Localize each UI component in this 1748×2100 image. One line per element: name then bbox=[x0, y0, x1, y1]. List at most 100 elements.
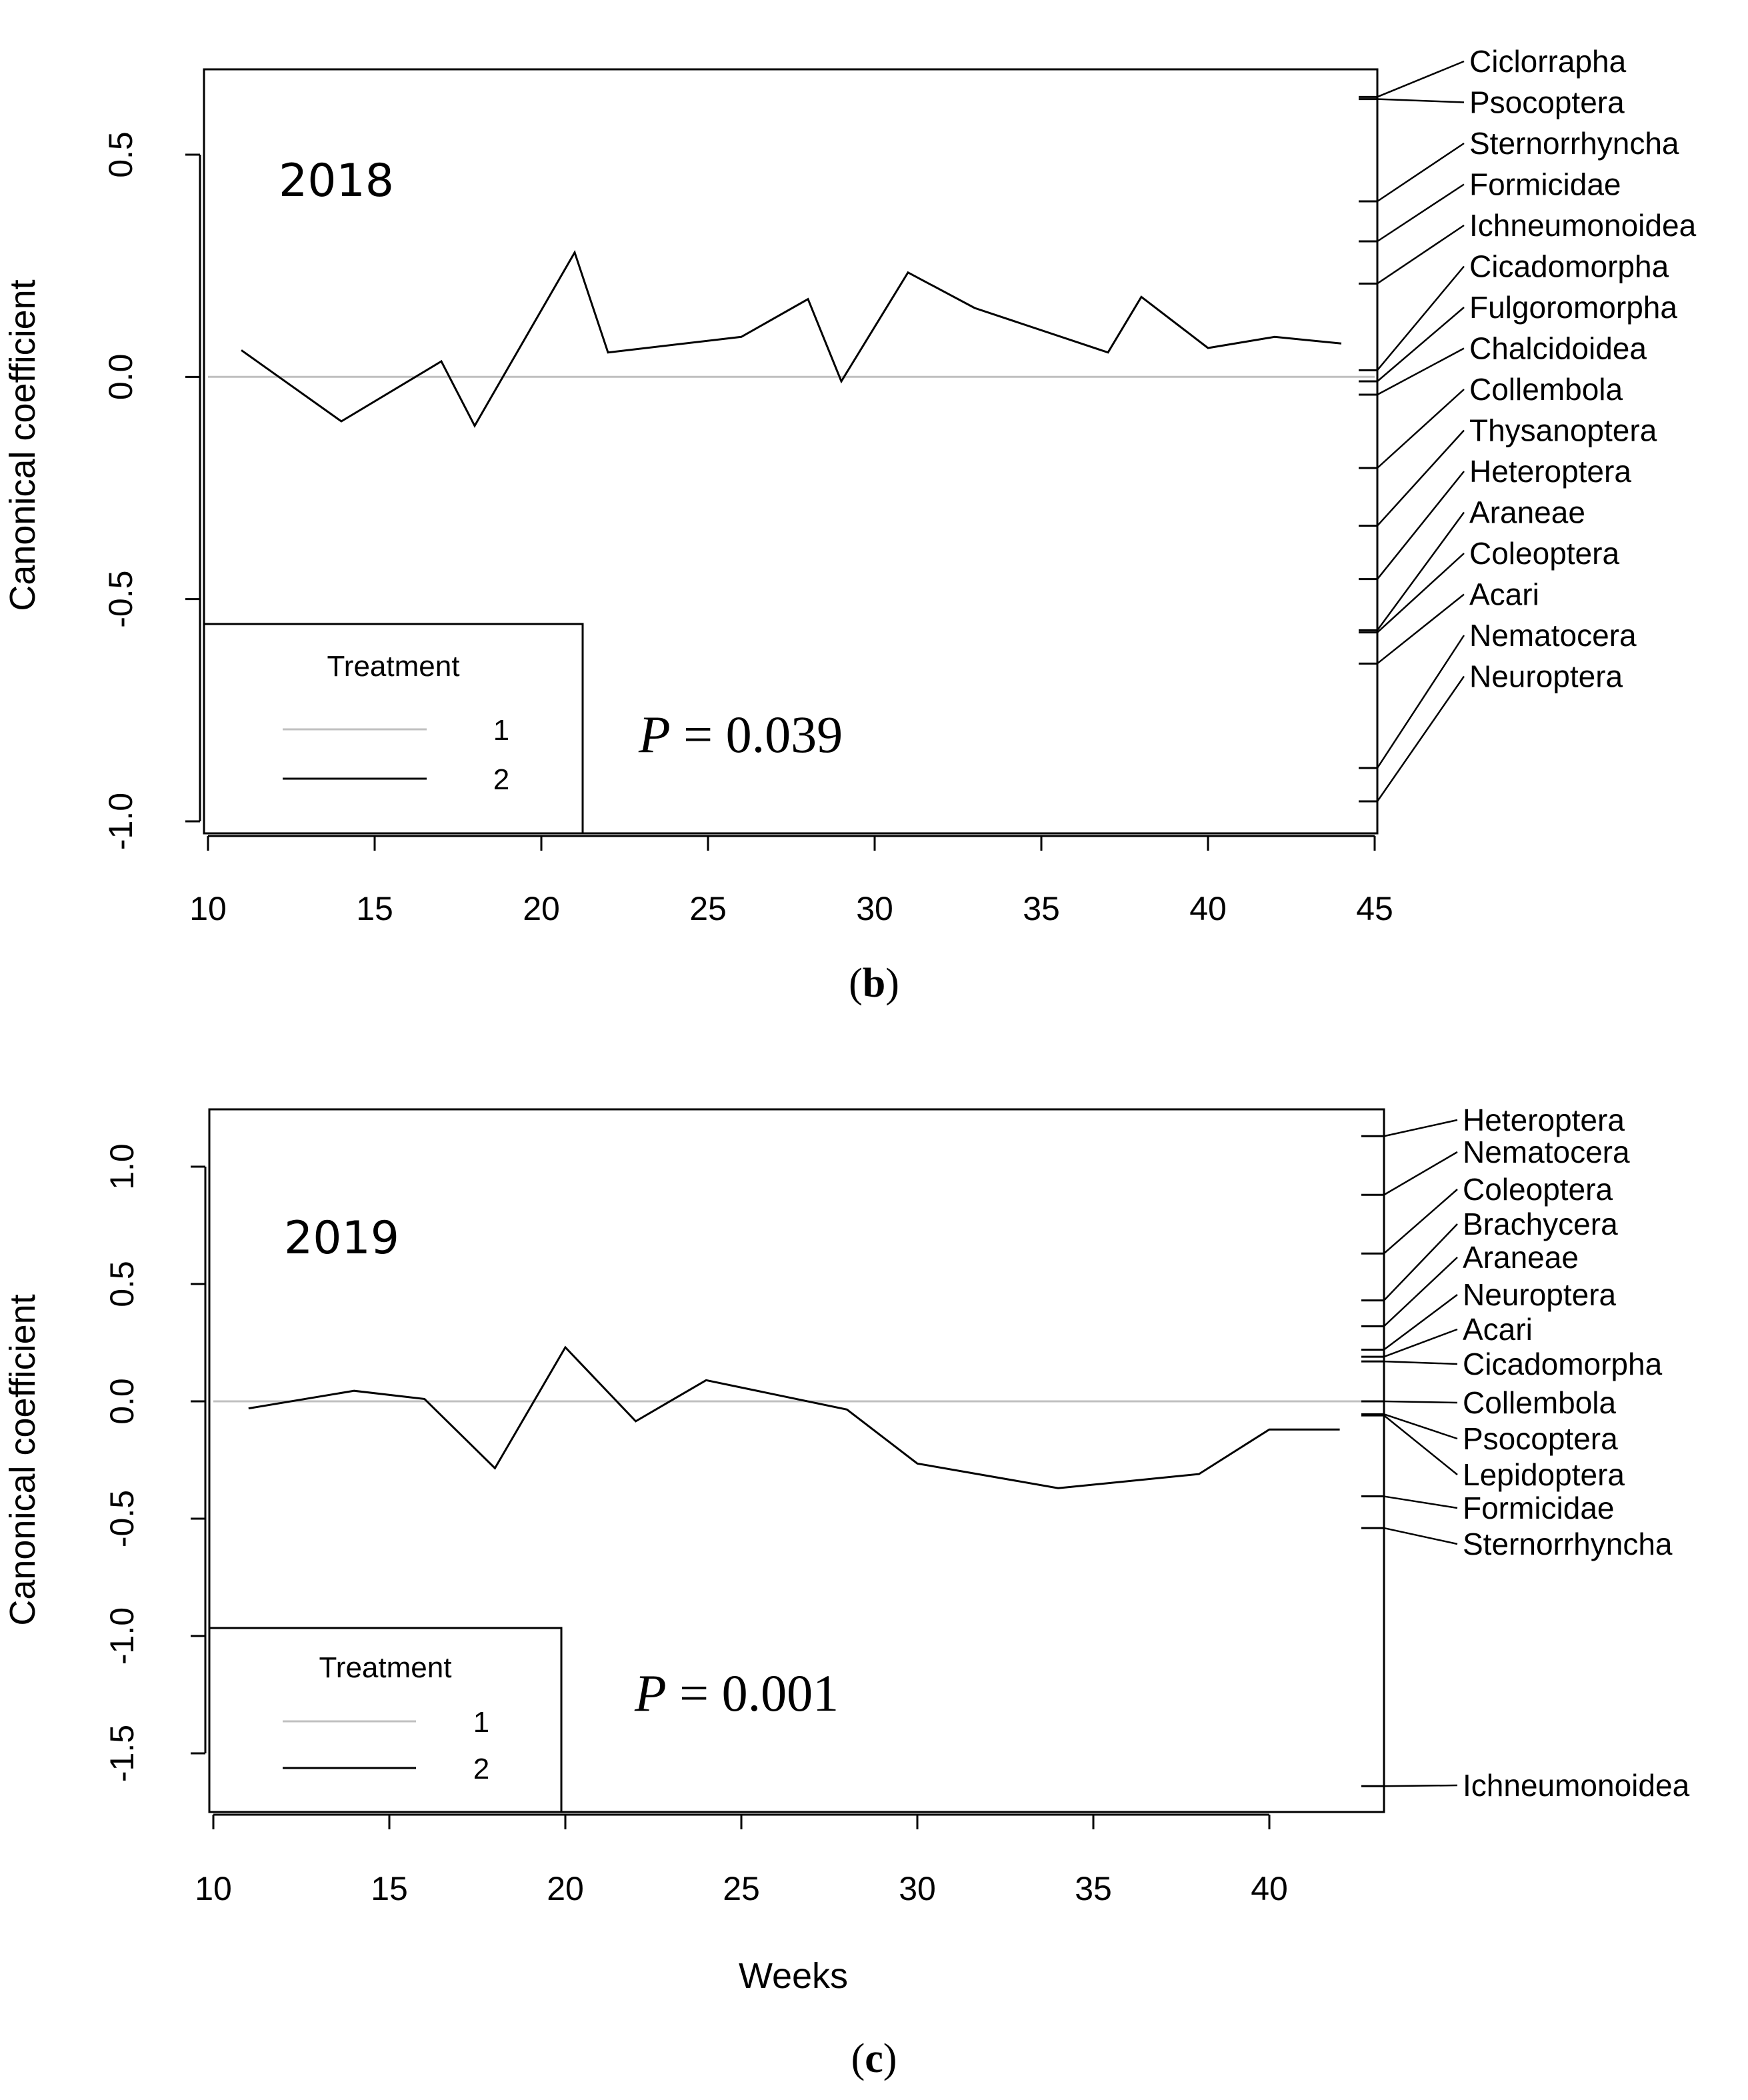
species-label: Lepidoptera bbox=[1463, 1457, 1625, 1492]
x-tick-label: 25 bbox=[723, 1870, 760, 1907]
species-label: Heteroptera bbox=[1463, 1103, 1625, 1137]
p-value-annotation: P = 0.039 bbox=[638, 705, 843, 763]
p-symbol: P bbox=[638, 705, 671, 763]
p-value: = 0.001 bbox=[667, 1664, 839, 1722]
x-tick-label: 45 bbox=[1356, 890, 1393, 927]
species-label: Psocoptera bbox=[1463, 1421, 1618, 1456]
species-label: Formicidae bbox=[1469, 167, 1621, 202]
species-label: Neuroptera bbox=[1463, 1277, 1617, 1312]
species-label: Cicadomorpha bbox=[1469, 249, 1669, 284]
year-annotation: 2019 bbox=[284, 1212, 399, 1265]
x-tick-label: 15 bbox=[371, 1870, 408, 1907]
y-tick-label: 0.5 bbox=[103, 1261, 141, 1307]
species-leader-line bbox=[1377, 347, 1465, 396]
x-tick-label: 20 bbox=[547, 1870, 584, 1907]
p-value-annotation: P = 0.001 bbox=[634, 1664, 839, 1722]
species-label: Coleoptera bbox=[1469, 536, 1619, 571]
species-leader-line bbox=[1383, 1400, 1458, 1404]
x-tick-label: 10 bbox=[189, 890, 227, 927]
species-leader-line bbox=[1377, 142, 1465, 203]
y-axis-label: Canonical coefficient bbox=[3, 279, 43, 611]
year-annotation: 2018 bbox=[279, 155, 394, 207]
p-symbol: P bbox=[634, 1664, 667, 1722]
x-axis-label: Weeks bbox=[739, 1956, 848, 1996]
species-leader-line bbox=[1377, 183, 1465, 243]
species-label: Araneae bbox=[1469, 495, 1585, 530]
legend-title: Treatment bbox=[327, 650, 460, 683]
x-tick-label: 40 bbox=[1251, 1870, 1288, 1907]
legend-label-2: 2 bbox=[493, 763, 509, 796]
legend: Treatment 1 2 bbox=[203, 623, 584, 835]
species-leader-line bbox=[1377, 224, 1465, 285]
species-label: Thysanoptera bbox=[1469, 413, 1657, 448]
species-label: Collembola bbox=[1469, 372, 1623, 407]
species-label: Formicidae bbox=[1463, 1491, 1615, 1525]
species-leader-line bbox=[1376, 675, 1465, 802]
species-leader-line bbox=[1377, 389, 1465, 469]
panel-letter: b bbox=[863, 961, 885, 1006]
species-leader-line bbox=[1383, 1784, 1458, 1787]
series-line-treatment-2 bbox=[248, 1345, 1340, 1489]
species-leader-line bbox=[1377, 429, 1465, 527]
y-tick-label: -1.0 bbox=[102, 793, 139, 850]
species-label: Sternorrhyncha bbox=[1463, 1527, 1673, 1561]
species-label: Araneae bbox=[1463, 1240, 1579, 1275]
y-tick-label: 0.0 bbox=[102, 354, 139, 401]
species-label: Heteroptera bbox=[1469, 454, 1631, 489]
species-label: Nematocera bbox=[1469, 618, 1637, 653]
species-label: Ciclorrapha bbox=[1469, 44, 1627, 79]
species-label: Psocoptera bbox=[1469, 85, 1625, 120]
x-tick-label: 10 bbox=[195, 1870, 232, 1907]
plot-frame bbox=[208, 1108, 1385, 1813]
species-scores: Ciclorrapha Psocoptera Sternorrhyncha Formi… bbox=[1359, 44, 1697, 803]
y-tick-label: -0.5 bbox=[102, 571, 139, 628]
y-tick-label: -0.5 bbox=[103, 1490, 141, 1547]
species-label: Acari bbox=[1463, 1312, 1533, 1347]
species-leader-line bbox=[1383, 1527, 1458, 1545]
species-label: Sternorrhyncha bbox=[1469, 126, 1679, 161]
species-leader-line bbox=[1383, 1328, 1458, 1358]
species-leader-line bbox=[1383, 1415, 1458, 1475]
species-leader-line bbox=[1383, 1413, 1458, 1440]
x-tick-label: 20 bbox=[523, 890, 560, 927]
species-leader-line bbox=[1377, 471, 1465, 580]
species-leader-line bbox=[1377, 307, 1465, 382]
plot-frame bbox=[203, 68, 1379, 835]
species-leader-line bbox=[1376, 511, 1465, 631]
species-leader-line bbox=[1377, 553, 1465, 633]
x-tick-label: 35 bbox=[1075, 1870, 1112, 1907]
x-tick-label: 40 bbox=[1189, 890, 1227, 927]
species-leader-line bbox=[1383, 1257, 1458, 1327]
panel-c: 10 15 20 25 30 35 40 -1.5 -1.0 -0.5 0.0 0.5 1.0 Canon… bbox=[3, 1103, 1690, 2081]
y-axis-label: Canonical coefficient bbox=[3, 1294, 43, 1625]
panel-letter: c bbox=[865, 2036, 883, 2081]
y-tick-label: 0.0 bbox=[103, 1378, 141, 1425]
panel-b: 10 15 20 25 30 35 40 45 -1.0 -0.5 0.0 0.5 Canonical … bbox=[3, 44, 1697, 1006]
species-label: Collembola bbox=[1463, 1385, 1617, 1420]
species-leader-line bbox=[1377, 60, 1465, 98]
species-leader-line bbox=[1377, 265, 1465, 371]
y-tick-label: -1.0 bbox=[103, 1607, 141, 1665]
species-leader-line bbox=[1377, 98, 1465, 103]
species-label: Ichneumonoidea bbox=[1469, 208, 1697, 243]
legend-title: Treatment bbox=[319, 1651, 452, 1684]
x-tick-label: 15 bbox=[356, 890, 393, 927]
panel-caption: (b) bbox=[849, 961, 899, 1006]
y-tick-label: 1.0 bbox=[103, 1143, 141, 1190]
species-label: Brachycera bbox=[1463, 1207, 1618, 1241]
x-tick-label: 35 bbox=[1023, 890, 1060, 927]
y-tick-label: -1.5 bbox=[103, 1725, 141, 1782]
series-line-treatment-2 bbox=[241, 250, 1342, 428]
legend-box bbox=[208, 1627, 563, 1813]
species-leader-line bbox=[1383, 1360, 1458, 1365]
legend-label-2: 2 bbox=[473, 1753, 489, 1785]
species-label: Fulgoromorpha bbox=[1469, 290, 1677, 325]
x-tick-label: 30 bbox=[856, 890, 893, 927]
legend-label-1: 1 bbox=[473, 1706, 489, 1739]
species-leader-line bbox=[1383, 1151, 1458, 1196]
species-leader-line bbox=[1383, 1119, 1458, 1137]
species-label: Neuroptera bbox=[1469, 659, 1623, 694]
panel-caption: (c) bbox=[851, 2036, 897, 2081]
species-leader-line bbox=[1383, 1294, 1458, 1351]
